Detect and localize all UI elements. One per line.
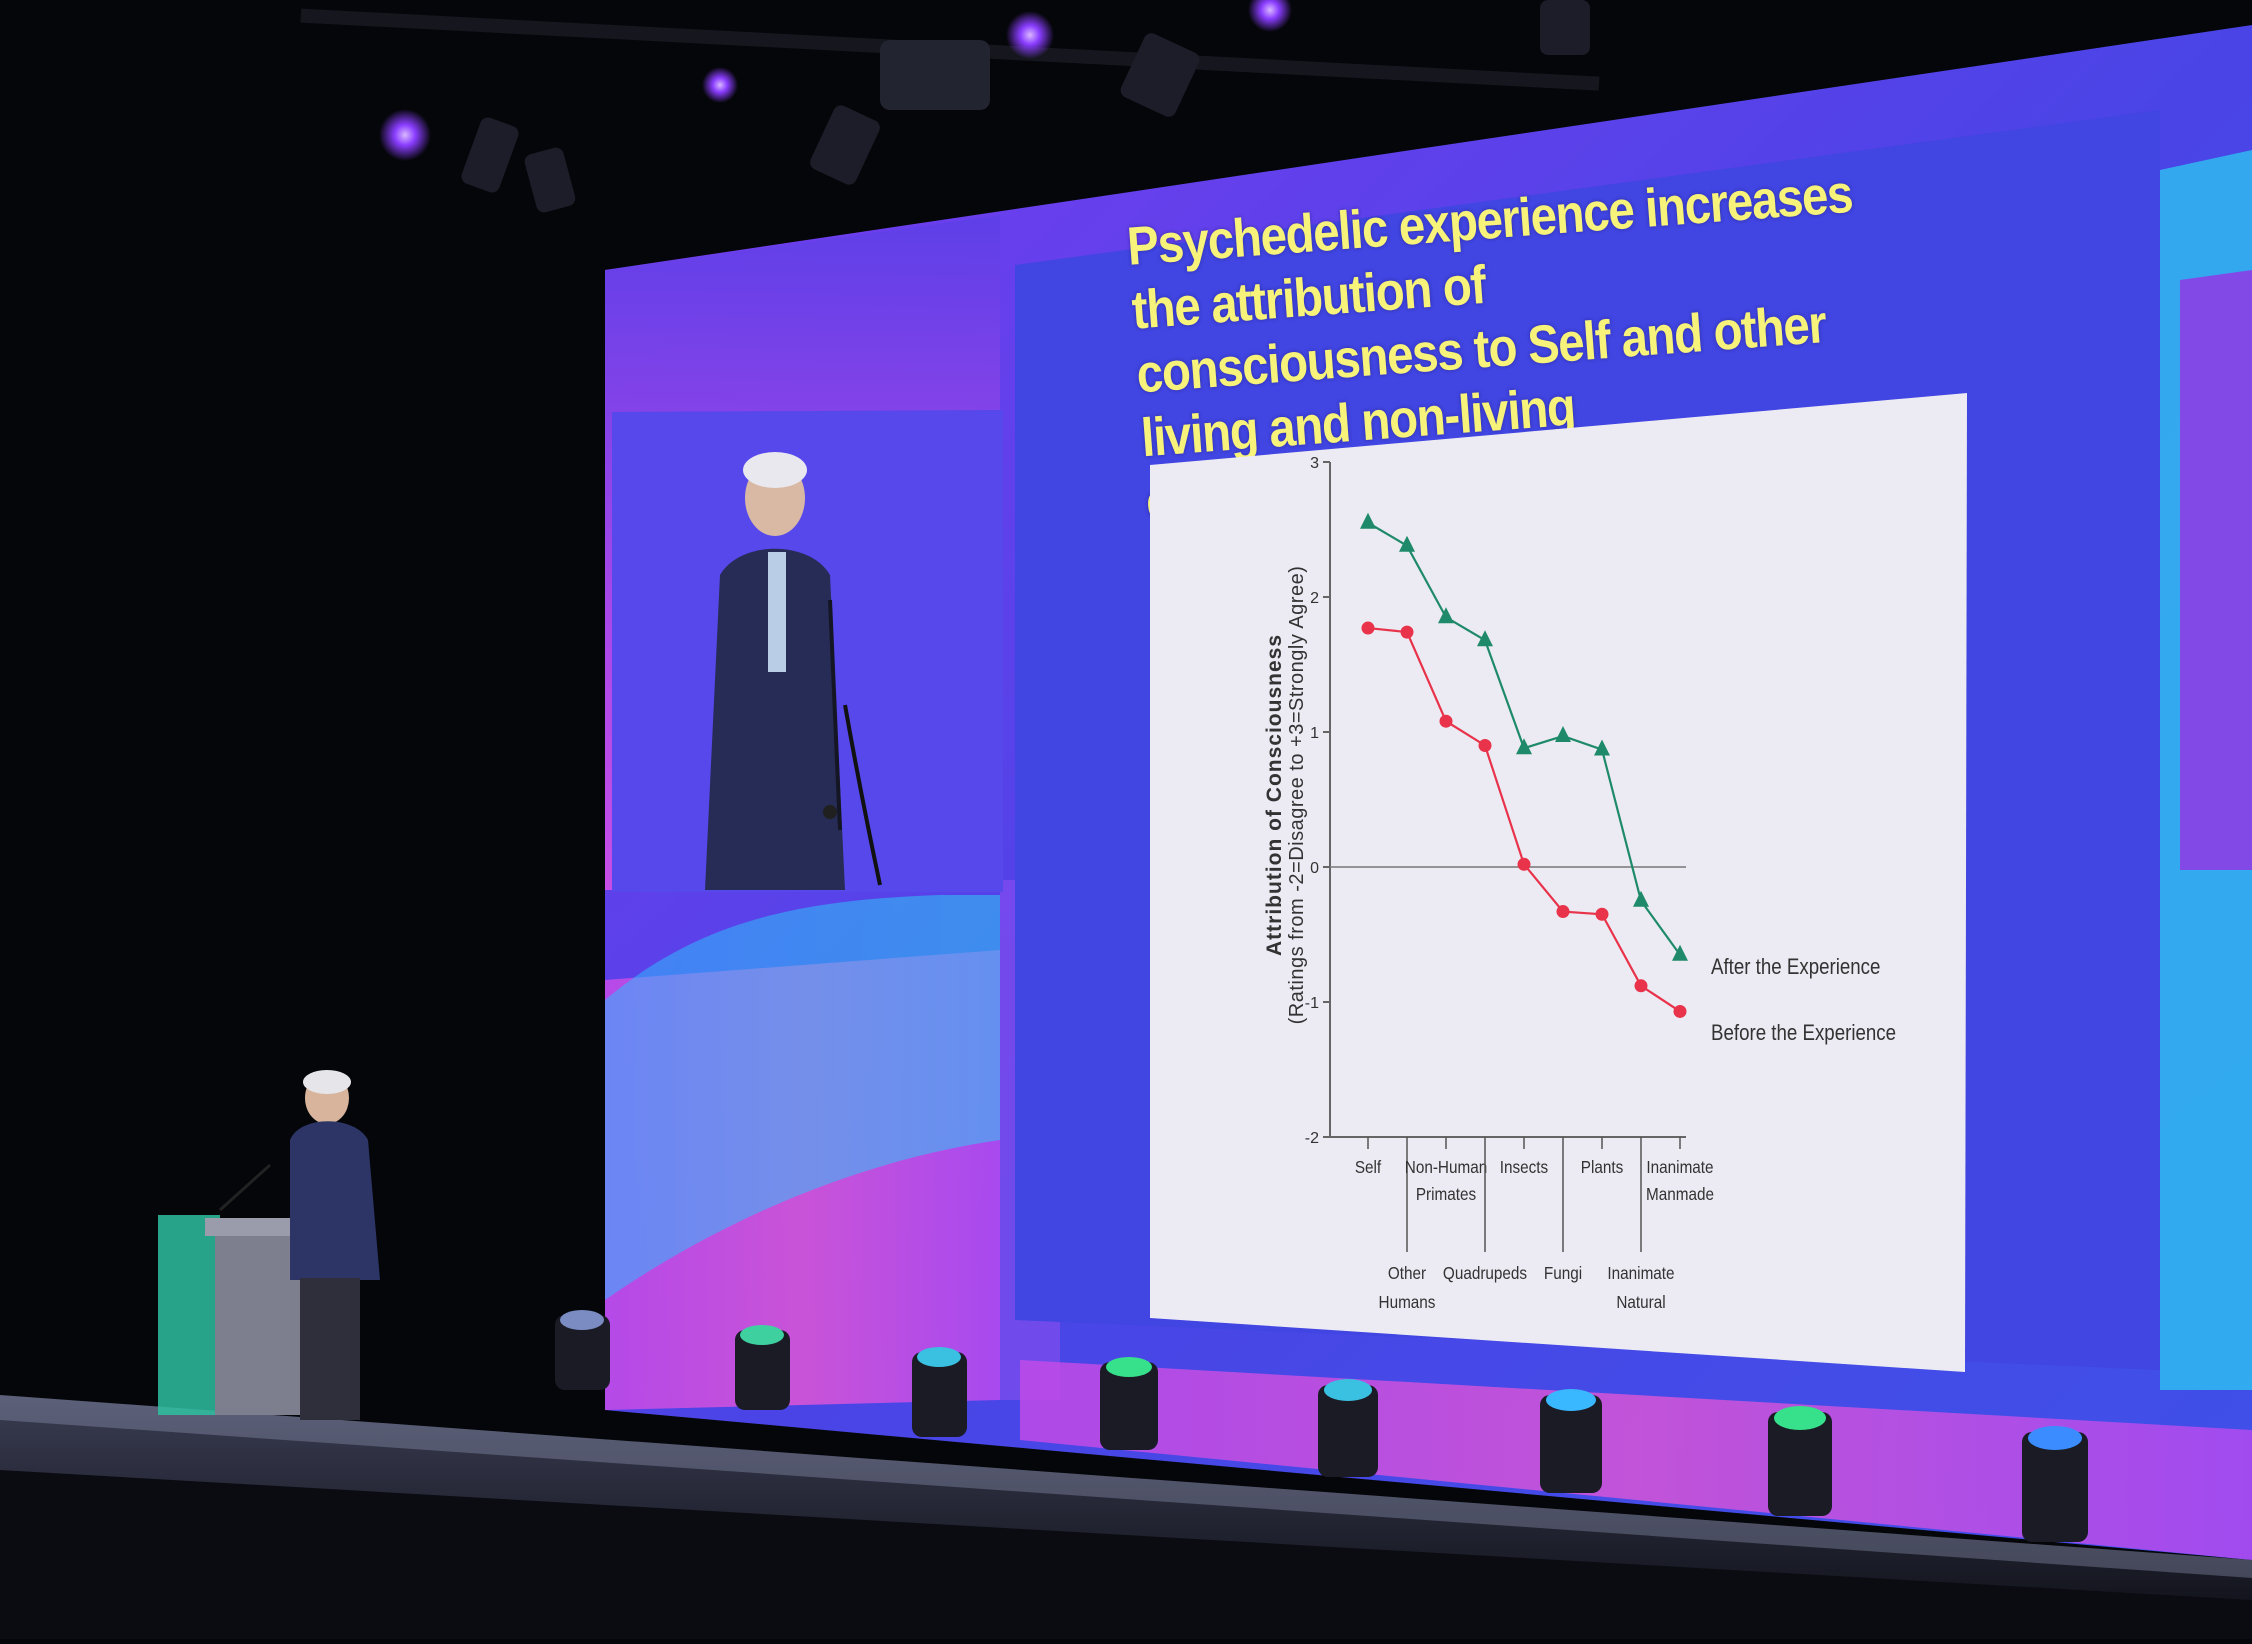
data-point-after — [1633, 890, 1649, 907]
x-tick-label: Inanimate — [1607, 1263, 1674, 1283]
y-tick-label: 3 — [1310, 455, 1319, 472]
data-point-before — [1400, 625, 1414, 639]
data-point-after — [1438, 607, 1454, 624]
speaker-video-inset — [612, 410, 1003, 892]
y-tick-label: 0 — [1310, 860, 1319, 877]
data-point-before — [1439, 714, 1453, 728]
x-tick-label: Humans — [1379, 1292, 1436, 1312]
y-tick-label: -1 — [1305, 995, 1319, 1012]
data-point-after — [1360, 512, 1376, 529]
data-point-before — [1556, 905, 1570, 919]
chart-panel — [1150, 393, 1967, 1372]
stage-lights — [555, 1310, 2088, 1542]
data-point-before — [1634, 979, 1648, 993]
ceiling-lights — [300, 0, 1600, 213]
data-point-after — [1555, 726, 1571, 743]
x-tick-label: Insects — [1500, 1157, 1548, 1177]
x-tick-label: Plants — [1581, 1157, 1623, 1177]
y-tick-label: 1 — [1310, 725, 1319, 742]
legend-after: After the Experience — [1711, 954, 1881, 979]
data-point-before — [1361, 621, 1375, 635]
data-point-after — [1516, 738, 1532, 755]
x-tick-label: Natural — [1616, 1292, 1665, 1312]
x-tick-label: Inanimate — [1646, 1157, 1713, 1177]
x-tick-label: Manmade — [1646, 1184, 1714, 1204]
y-axis-title: Attribution of Consciousness — [1263, 634, 1286, 956]
data-point-before — [1478, 739, 1492, 752]
speaker-at-podium — [158, 1070, 380, 1420]
data-point-before — [1595, 907, 1609, 921]
y-axis-subtitle: (Ratings from -2=Disagree to +3=Strongly… — [1286, 566, 1308, 1025]
stage-floor — [0, 1395, 2252, 1639]
legend-before: Before the Experience — [1711, 1020, 1897, 1045]
y-tick-label: -2 — [1305, 1130, 1319, 1147]
x-tick-label: Other — [1388, 1263, 1427, 1283]
data-point-after — [1594, 739, 1610, 756]
x-tick-label: Fungi — [1544, 1263, 1582, 1283]
data-point-after — [1672, 944, 1688, 961]
data-point-before — [1517, 857, 1531, 871]
x-tick-label: Primates — [1416, 1184, 1476, 1204]
x-tick-label: Self — [1355, 1157, 1382, 1177]
x-tick-label: Quadrupeds — [1443, 1263, 1527, 1283]
data-point-after — [1477, 630, 1493, 647]
x-tick-label: Non-Human — [1405, 1157, 1487, 1177]
y-tick-label: 2 — [1310, 590, 1319, 607]
data-point-before — [1673, 1004, 1687, 1018]
data-point-after — [1399, 535, 1415, 552]
